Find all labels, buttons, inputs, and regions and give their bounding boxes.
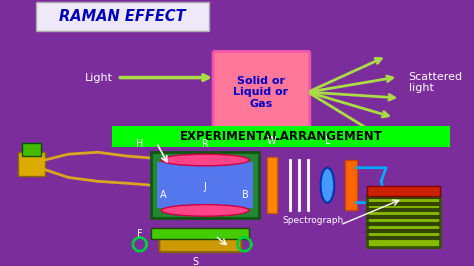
FancyBboxPatch shape [159,236,241,252]
Text: A: A [160,190,166,200]
Text: Scattered
light: Scattered light [409,72,463,93]
FancyBboxPatch shape [345,160,357,210]
Text: S: S [192,257,199,266]
FancyBboxPatch shape [157,162,253,209]
FancyBboxPatch shape [112,126,450,147]
Ellipse shape [161,205,249,216]
FancyBboxPatch shape [366,194,440,247]
Text: RAMAN EFFECT: RAMAN EFFECT [59,9,185,24]
FancyBboxPatch shape [366,186,440,196]
Text: Light: Light [84,73,112,82]
Text: W: W [267,136,276,147]
Text: L: L [325,136,330,147]
Text: Solid or
Liquid or
Gas: Solid or Liquid or Gas [233,76,289,109]
Text: J: J [204,182,207,192]
Ellipse shape [320,168,334,203]
Text: F: F [137,229,143,239]
FancyBboxPatch shape [152,152,259,218]
Ellipse shape [161,154,249,166]
Text: Spectrograph: Spectrograph [282,216,343,225]
Text: H: H [136,139,144,149]
FancyBboxPatch shape [36,2,209,31]
FancyBboxPatch shape [152,228,249,239]
Text: EXPERIMENTALARRANGEMENT: EXPERIMENTALARRANGEMENT [180,130,383,143]
Text: B: B [242,190,249,200]
FancyBboxPatch shape [267,157,277,213]
FancyBboxPatch shape [18,152,45,176]
FancyBboxPatch shape [213,51,310,133]
Text: R: R [202,139,209,149]
FancyBboxPatch shape [21,143,41,156]
